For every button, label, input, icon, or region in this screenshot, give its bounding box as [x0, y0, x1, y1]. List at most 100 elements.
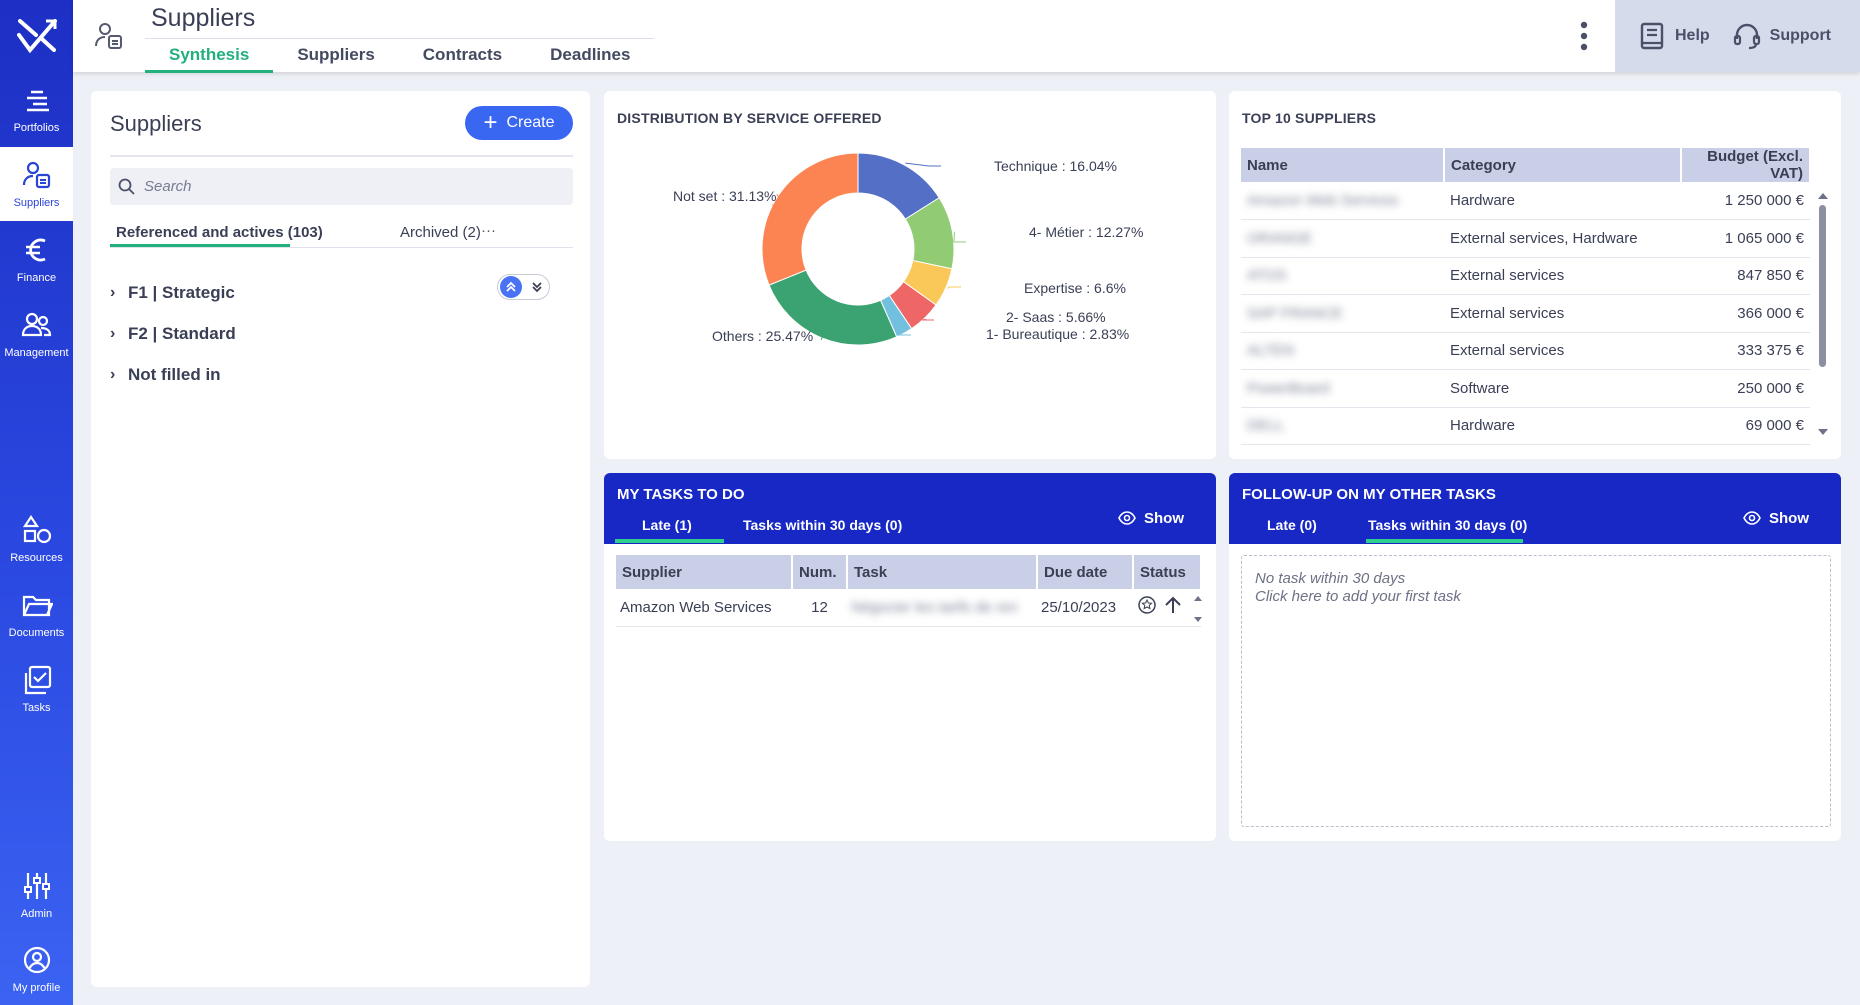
chevron-right-icon: › — [110, 284, 116, 301]
nav-item-documents[interactable]: Documents — [0, 577, 73, 651]
collapse-all-icon[interactable] — [500, 276, 522, 298]
help-label: Help — [1675, 27, 1710, 44]
supplier-name-text: DELL — [1247, 417, 1285, 435]
tab-archived[interactable]: Archived (2) — [400, 224, 481, 241]
distribution-title: DISTRIBUTION BY SERVICE OFFERED — [617, 110, 882, 126]
col-num[interactable]: Num. — [792, 555, 848, 589]
nav-item-resources[interactable]: Resources — [0, 502, 73, 576]
empty-message: No task within 30 days — [1255, 570, 1406, 587]
supplier-name-text: ATOS — [1247, 267, 1287, 285]
plus-icon: + — [483, 109, 498, 136]
tree-item-f2-standard[interactable]: › F2 | Standard — [110, 324, 236, 344]
nav-label: Admin — [20, 908, 53, 920]
table-row[interactable]: DELL Hardware 69 000 € — [1241, 407, 1810, 445]
top-suppliers-table: Name Category Budget (Excl. VAT) Amazon … — [1241, 148, 1811, 445]
page-tabs: Synthesis Suppliers Contracts Deadlines — [145, 38, 655, 73]
nav-label: Suppliers — [13, 197, 60, 209]
eye-icon — [1118, 511, 1136, 525]
nav-item-tasks[interactable]: Tasks — [0, 652, 73, 726]
app-logo[interactable] — [0, 0, 73, 72]
page-title: Suppliers — [151, 4, 256, 32]
tab-late[interactable]: Late (0) — [1267, 517, 1317, 533]
nav-item-finance[interactable]: Finance — [0, 222, 73, 296]
table-row[interactable]: Amazon Web Services 12 Négocier les tari… — [616, 589, 1201, 627]
sliders-icon — [23, 873, 50, 899]
add-task-hint: Click here to add your first task — [1255, 588, 1461, 605]
donut-slice-7[interactable] — [761, 152, 859, 286]
tree-item-f1-strategic[interactable]: › F1 | Strategic — [110, 283, 235, 303]
supplier-name-text: SAP FRANCE — [1247, 304, 1343, 322]
distribution-card: DISTRIBUTION BY SERVICE OFFERED Techniqu… — [604, 91, 1216, 459]
arrow-up-icon[interactable] — [1163, 595, 1183, 615]
help-button[interactable]: Help — [1637, 21, 1710, 51]
nav-item-my-profile[interactable]: My profile — [0, 932, 73, 1005]
my-tasks-title: MY TASKS TO DO — [617, 486, 745, 503]
show-button[interactable]: Show — [1743, 509, 1809, 527]
tab-late[interactable]: Late (1) — [642, 517, 692, 533]
expand-all-icon[interactable] — [526, 276, 548, 298]
table-scrollbar[interactable] — [1817, 191, 1829, 437]
donut-slice-label: 1- Bureautique : 2.83% — [986, 326, 1129, 342]
scroll-up-icon[interactable] — [1817, 191, 1829, 201]
donut-leader-line — [953, 231, 966, 243]
nav-item-management[interactable]: Management — [0, 297, 73, 371]
nav-item-admin[interactable]: Admin — [0, 858, 73, 932]
tab-within-30-days[interactable]: Tasks within 30 days (0) — [743, 517, 903, 533]
support-button[interactable]: Support — [1732, 21, 1831, 51]
table-row[interactable]: ALTEN External services 333 375 € — [1241, 332, 1810, 370]
supplier-name: SAP FRANCE — [1241, 294, 1444, 333]
supplier-name-text: Amazon Web Services — [1247, 192, 1399, 209]
col-supplier[interactable]: Supplier — [616, 555, 793, 589]
col-task[interactable]: Task — [847, 555, 1038, 589]
tab-contracts[interactable]: Contracts — [422, 45, 503, 64]
nav-label: Management — [4, 347, 69, 359]
tree-item-label: F2 | Standard — [128, 324, 236, 343]
status-star-icon[interactable] — [1137, 595, 1157, 615]
show-label: Show — [1144, 509, 1184, 527]
nav-label: Documents — [8, 627, 65, 639]
donut-leader-line — [772, 193, 785, 206]
create-button[interactable]: + Create — [465, 106, 573, 140]
expand-collapse-toggle[interactable] — [497, 274, 550, 300]
task-supplier: Amazon Web Services — [616, 589, 792, 627]
tab-deadlines[interactable]: Deadlines — [550, 45, 631, 64]
row-scroll-icon[interactable] — [1193, 594, 1203, 624]
tab-suppliers[interactable]: Suppliers — [297, 45, 375, 64]
supplier-budget: 250 000 € — [1681, 369, 1810, 408]
col-budget[interactable]: Budget (Excl. VAT) — [1681, 148, 1811, 182]
tree-item-label: Not filled in — [128, 365, 221, 384]
create-label: Create — [506, 114, 555, 131]
tab-synthesis[interactable]: Synthesis — [145, 39, 274, 73]
table-row[interactable]: ORANGE External services, Hardware 1 065 0… — [1241, 219, 1810, 258]
col-category[interactable]: Category — [1444, 148, 1682, 182]
col-due-date[interactable]: Due date — [1037, 555, 1134, 589]
supplier-budget: 1 065 000 € — [1681, 219, 1810, 258]
donut-slice-label: Technique : 16.04% — [994, 158, 1117, 174]
scroll-down-icon[interactable] — [1817, 427, 1829, 437]
book-icon — [1640, 22, 1664, 50]
supplier-name: ALTEN — [1241, 332, 1444, 370]
scrollbar-thumb[interactable] — [1819, 205, 1826, 367]
task-status — [1133, 589, 1201, 627]
show-button[interactable]: Show — [1118, 509, 1184, 527]
col-name[interactable]: Name — [1241, 148, 1445, 182]
more-tabs-button[interactable]: ··· — [481, 222, 496, 239]
donut-slice-label: Not set : 31.13% — [673, 188, 777, 204]
table-row[interactable]: ATOS External services 847 850 € — [1241, 257, 1810, 295]
tree-item-label: F1 | Strategic — [128, 283, 235, 302]
table-row[interactable]: PowerBoard Software 250 000 € — [1241, 369, 1810, 408]
table-row[interactable]: SAP FRANCE External services 366 000 € — [1241, 294, 1810, 333]
col-status[interactable]: Status — [1133, 555, 1202, 589]
search-input[interactable] — [144, 178, 544, 195]
tree-item-not-filled-in[interactable]: › Not filled in — [110, 365, 221, 385]
donut-leader-line — [947, 286, 961, 289]
nav-item-portfolios[interactable]: Portfolios — [0, 72, 73, 146]
supplier-name: ORANGE — [1241, 219, 1444, 258]
supplier-name-text: ALTEN — [1247, 342, 1295, 360]
table-row[interactable]: Amazon Web Services Hardware 1 250 000 € — [1241, 182, 1810, 220]
add-first-task-area[interactable]: No task within 30 days Click here to add… — [1241, 555, 1831, 827]
more-options-icon[interactable] — [1578, 20, 1590, 52]
tab-referenced-actives[interactable]: Referenced and actives (103) — [116, 224, 323, 241]
tab-within-30-days[interactable]: Tasks within 30 days (0) — [1368, 517, 1528, 533]
nav-item-suppliers[interactable]: Suppliers — [0, 147, 73, 221]
